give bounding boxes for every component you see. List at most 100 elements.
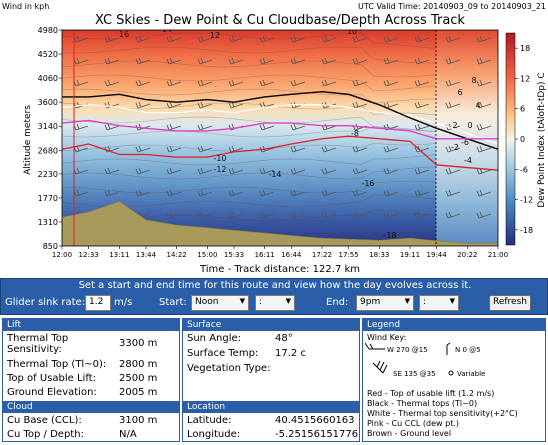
wind-barb-icon: [135, 189, 151, 197]
variable-wind-icon: [448, 370, 454, 376]
contour-label: 2: [452, 121, 457, 130]
wind-barb-icon: [321, 35, 337, 43]
y-tick-label: 4520: [38, 50, 58, 59]
wind-barb-icon: [228, 189, 244, 197]
contour-label: -6: [461, 138, 469, 147]
colorbar-tick-label: 6: [520, 105, 525, 114]
colorbar-tick-label: -18: [520, 226, 533, 235]
x-tick-label: 12:00: [52, 251, 72, 259]
wind-barb-icon: [166, 57, 182, 65]
plot-area: -18 -16 -14 -12 -10 -8 -6 -4 -2 0 2 4 68 10 12 14 16: [62, 30, 498, 246]
contour-line: [62, 116, 437, 133]
controls-title: Set a start and end time for this route …: [78, 280, 472, 291]
end-hour-select[interactable]: 9pm ▼: [356, 295, 414, 311]
wind-barb-icon: [476, 123, 492, 131]
usable-lift-line: [62, 135, 498, 171]
thermal-sensitivity-line: [62, 104, 498, 145]
wind-barb-icon: [476, 189, 492, 197]
wind-barb-icon: [445, 189, 461, 197]
start-hour-select[interactable]: Noon ▼: [191, 295, 249, 311]
wind-units-label: Wind in kph: [2, 2, 49, 11]
wind-barb-icon: [383, 35, 399, 43]
wind-barb-icon: [445, 101, 461, 109]
wind-barb-icon: [290, 167, 306, 175]
controls-row: Glider sink rate: 1.2 m/s Start: Noon ▼ :…: [1, 294, 548, 316]
wind-barb-icon: [166, 101, 182, 109]
wind-barb-icon: [228, 57, 244, 65]
wind-barb-icon: [104, 123, 120, 131]
wind-barb-icon: [476, 35, 492, 43]
contour-line: [62, 46, 437, 64]
wind-barb-icon: [383, 189, 399, 197]
wind-barb-icon: [166, 123, 182, 131]
wind-barb-icon: [166, 35, 182, 43]
x-tick-label: 15:33: [224, 251, 244, 259]
wind-barb-icon: [290, 189, 306, 197]
wind-barb-icon: [445, 79, 461, 87]
contour-label: -18: [383, 231, 396, 240]
wind-key-label: Wind Key:: [367, 333, 407, 342]
contour-line: [62, 60, 437, 78]
x-tick-label: 20:22: [457, 251, 477, 259]
wind-barb-icon: [166, 145, 182, 153]
thermal-top-label: Thermal Top (Tl~0):: [7, 359, 107, 370]
contour-line: [62, 180, 437, 194]
chevron-down-icon: ▼: [449, 297, 455, 305]
wind-barb-icon: [352, 189, 368, 197]
wind-barb-icon: [383, 79, 399, 87]
wind-barb-icon: [259, 79, 275, 87]
cu-ccl-line: [62, 119, 498, 140]
x-tick-label: 16:44: [281, 251, 302, 259]
wind-barb-icon: [197, 145, 213, 153]
x-tick-label: 19:44: [427, 251, 448, 259]
x-tick-label: 21:00: [488, 251, 508, 259]
y-tick-label: 850: [43, 242, 58, 251]
wind-barb-icon: [352, 57, 368, 65]
sun-angle-label: Sun Angle:: [187, 333, 242, 344]
wind-barb-icon: [166, 211, 182, 219]
x-tick-label: 17:22: [312, 251, 332, 259]
thermal-top-sensitivity-label: Thermal Top Sensitivity:: [7, 333, 69, 355]
wind-barb-icon: [135, 101, 151, 109]
cloud-header: Cloud: [3, 401, 179, 413]
end-minute-select[interactable]: : ▼: [419, 295, 459, 311]
wind-key-southeast: SE 135 @35: [393, 370, 436, 378]
start-minute-value: :: [259, 297, 263, 307]
wind-barb-icon: [104, 35, 120, 43]
wind-barb-icon: [290, 35, 306, 43]
y-tick-label: 2230: [38, 170, 58, 179]
legend-panel: Legend Wind Key: W 270 @15 N 0 @5 SE 135…: [362, 318, 546, 442]
contour-line: [62, 74, 437, 92]
wind-barb-icon: [259, 123, 275, 131]
sink-rate-input[interactable]: 1.2: [85, 295, 111, 311]
wind-barb-icon: [197, 35, 213, 43]
wind-barb-icon: [445, 211, 461, 219]
colorbar-tick-label: -12: [520, 196, 533, 205]
y-tick-label: 2680: [38, 146, 58, 155]
legend-white: White - Thermal top sensitivity(+2°C): [367, 409, 518, 418]
wind-key-variable: Variable: [457, 370, 485, 378]
wind-barb-icon: [290, 211, 306, 219]
thermal-top-value: 2800 m: [119, 359, 158, 370]
longitude-value: -5.25156151776: [275, 429, 359, 440]
wind-barb-icon: [290, 79, 306, 87]
wind-barb-icon: [259, 57, 275, 65]
contour-label: 0: [467, 121, 472, 130]
wind-barb-icon: [414, 189, 430, 197]
start-minute-select[interactable]: : ▼: [255, 295, 295, 311]
wind-barb-icon: [321, 167, 337, 175]
refresh-button[interactable]: Refresh: [489, 295, 531, 311]
wind-barb-icon: [166, 79, 182, 87]
wind-barb-icon: [197, 101, 213, 109]
colorbar-tick-label: -6: [520, 165, 528, 174]
wind-barb-icon: [197, 79, 213, 87]
wind-barb-icon: [197, 189, 213, 197]
wind-barb-icon: [414, 79, 430, 87]
x-axis-ticks: 12:00 12:33 13:11 13:44 14:22 15:00 15:33 16:11…: [52, 246, 508, 259]
x-tick-label: 18:33: [369, 251, 389, 259]
contour-label: -10: [213, 154, 226, 163]
wind-key-north: N 0 @5: [455, 346, 481, 354]
cu-top-label: Cu Top / Depth:: [7, 429, 84, 440]
y-tick-label: 3140: [38, 122, 58, 131]
wind-barb-southeast-icon: [372, 360, 388, 374]
